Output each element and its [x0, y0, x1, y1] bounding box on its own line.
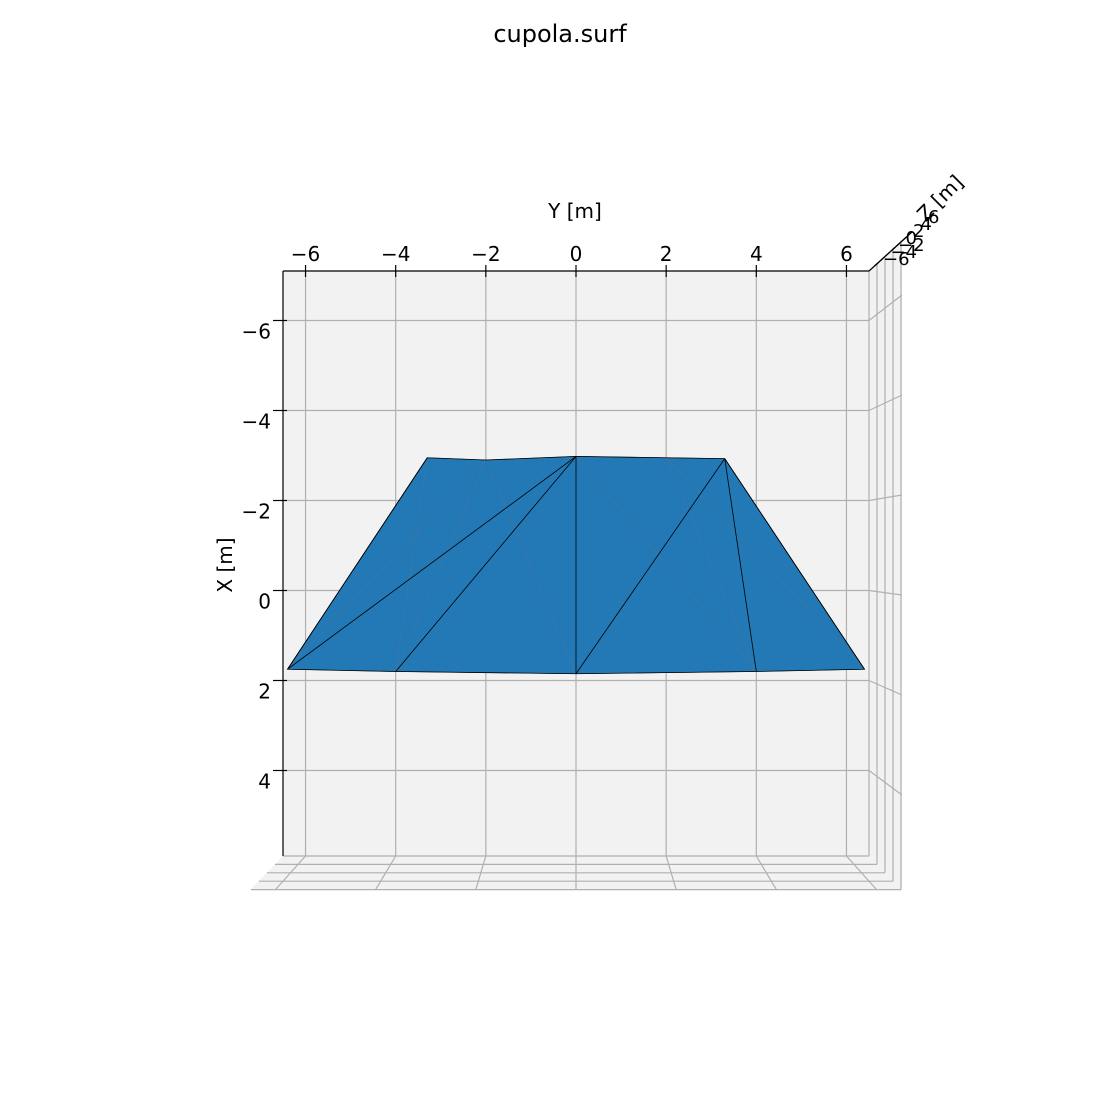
mesh-edge — [575, 458, 726, 674]
z-tick-label: −6 — [883, 249, 910, 270]
z-tick-label: 2 — [913, 221, 924, 242]
z-tick-label: 6 — [928, 207, 939, 228]
x-axis-label: X [m] — [213, 537, 237, 592]
z-tick-mark — [901, 231, 913, 242]
y-tick-label: 6 — [840, 242, 853, 266]
x-tick-label: 4 — [258, 770, 271, 794]
x-tick-label: −4 — [242, 410, 271, 434]
mesh-edge — [287, 456, 577, 670]
y-axis-label: Y [m] — [547, 199, 602, 223]
y-tick-label: −4 — [381, 242, 410, 266]
x-tick-label: −2 — [242, 500, 271, 524]
mesh-edge-hidden — [395, 459, 487, 672]
surface-outline — [286, 455, 866, 675]
mesh-edge-hidden — [485, 459, 577, 674]
y-tick-label: −6 — [291, 242, 320, 266]
mesh-edge-hidden — [395, 457, 428, 672]
y-tick-label: 2 — [660, 242, 673, 266]
mesh-edge — [395, 456, 577, 672]
x-tick-label: 2 — [258, 680, 271, 704]
grid-layer — [251, 240, 903, 891]
y-tick-label: 0 — [570, 242, 583, 266]
mesh-edge-hidden — [287, 459, 487, 670]
mesh-edge-hidden — [665, 457, 865, 670]
chart-title: cupola.surf — [493, 20, 627, 48]
y-tick-label: −2 — [471, 242, 500, 266]
z-tick-label: 4 — [921, 214, 932, 235]
z-tick-label: 0 — [906, 228, 917, 249]
y-tick-label: 4 — [750, 242, 763, 266]
mesh-edge-hidden — [665, 457, 757, 672]
z-tick-label: −4 — [891, 242, 918, 263]
x-tick-label: −6 — [242, 320, 271, 344]
mesh-edge — [724, 458, 757, 672]
mesh-edge-hidden — [575, 456, 757, 672]
z-tick-label: −2 — [898, 235, 925, 256]
z-axis-label: Z [m] — [912, 170, 968, 226]
surface-layer — [286, 455, 866, 675]
x-tick-label: 0 — [258, 590, 271, 614]
